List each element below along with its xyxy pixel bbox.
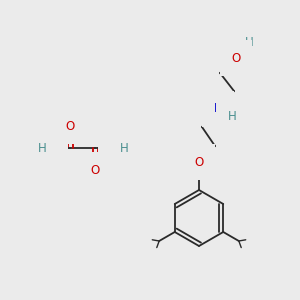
Text: N: N: [214, 103, 222, 116]
Text: O: O: [90, 164, 100, 176]
Text: O: O: [65, 119, 75, 133]
Text: H: H: [244, 37, 253, 50]
Text: O: O: [231, 52, 241, 64]
Text: O: O: [110, 142, 118, 154]
Text: O: O: [47, 142, 57, 154]
Text: H: H: [120, 142, 128, 154]
Text: O: O: [194, 155, 204, 169]
Text: H: H: [228, 110, 236, 124]
Text: H: H: [38, 142, 46, 154]
